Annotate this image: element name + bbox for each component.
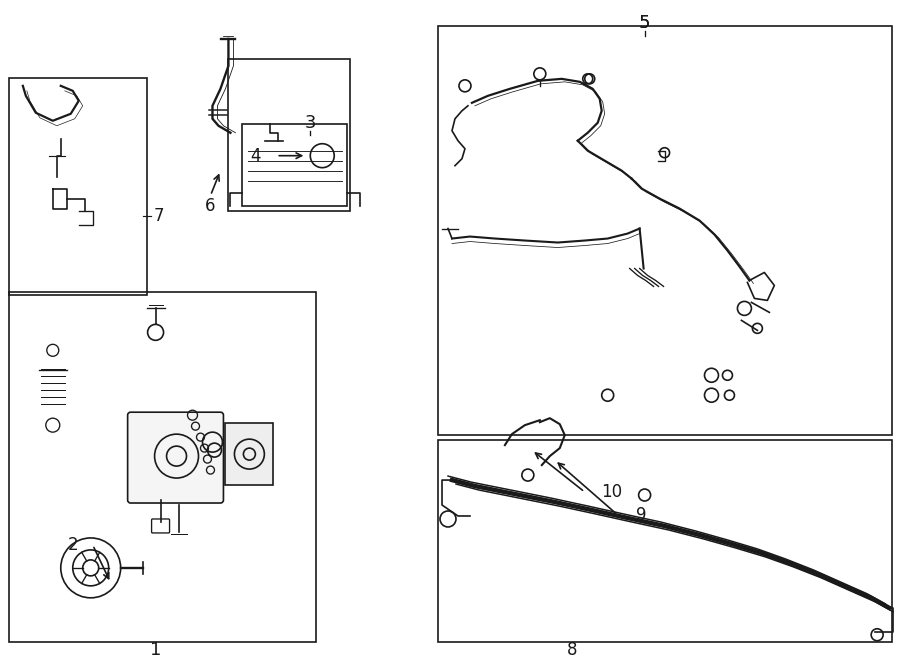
Bar (9, 78, 147, 295)
Bar (225, 423, 274, 485)
Text: 4: 4 (250, 147, 261, 165)
Bar (438, 26, 892, 435)
Bar (242, 124, 347, 206)
Text: 5: 5 (639, 14, 651, 32)
Text: 9: 9 (636, 506, 647, 524)
Bar (229, 59, 350, 211)
Text: 7: 7 (153, 207, 164, 225)
Text: 6: 6 (205, 196, 216, 215)
Text: 3: 3 (304, 114, 316, 132)
FancyBboxPatch shape (128, 412, 223, 503)
Bar (9, 292, 316, 642)
Text: 8: 8 (566, 641, 577, 659)
Text: 5: 5 (639, 14, 651, 32)
Text: 2: 2 (68, 536, 78, 554)
Bar (438, 440, 892, 642)
Text: 10: 10 (601, 483, 622, 501)
Text: 1: 1 (150, 641, 161, 659)
